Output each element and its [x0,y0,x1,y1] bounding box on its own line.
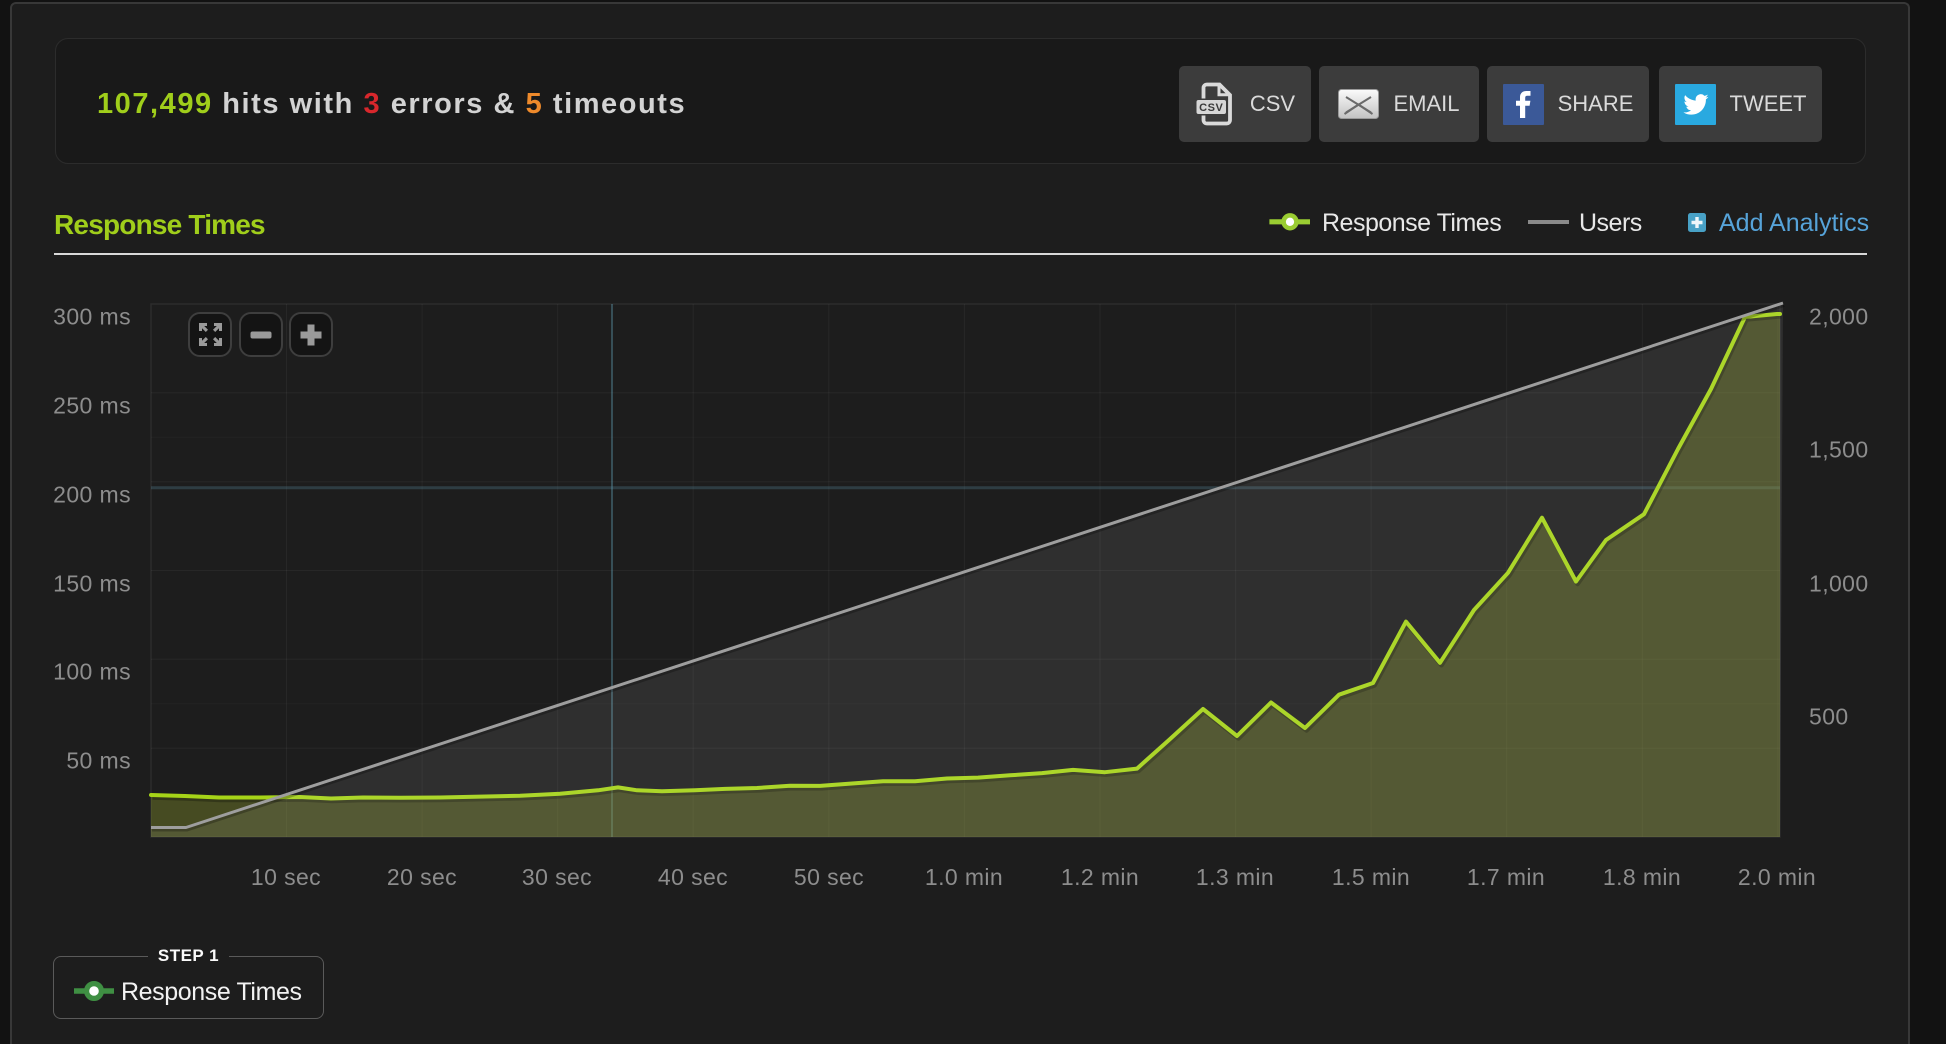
svg-text:CSV: CSV [1199,102,1223,114]
